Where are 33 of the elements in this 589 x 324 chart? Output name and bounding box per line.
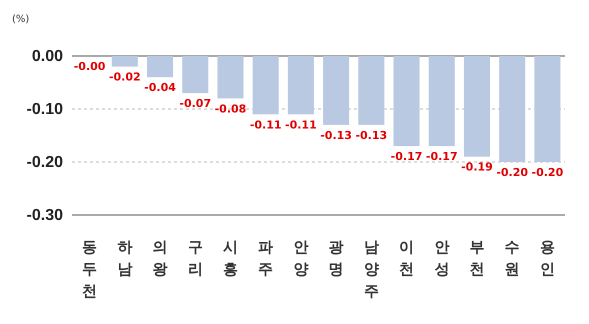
x-tick-label: 안양 bbox=[293, 238, 308, 278]
x-tick-label: 안성 bbox=[434, 238, 450, 278]
data-label: -0.04 bbox=[144, 81, 176, 94]
y-axis-title: (%) bbox=[12, 14, 30, 25]
x-tick-label: 이천 bbox=[399, 238, 414, 278]
x-tick-label: 남양주 bbox=[364, 238, 379, 300]
data-label: -0.17 bbox=[426, 150, 458, 164]
y-tick-label: -0.20 bbox=[26, 154, 64, 172]
x-tick-label: 동두천 bbox=[82, 238, 98, 300]
x-tick-label: 부천 bbox=[469, 238, 484, 278]
x-tick-label: 광명 bbox=[328, 238, 344, 278]
x-tick-label: 수원 bbox=[504, 238, 520, 278]
x-tick-label: 파주 bbox=[258, 238, 274, 278]
x-tick-label: 용인 bbox=[540, 238, 555, 278]
data-label: -0.11 bbox=[250, 118, 282, 132]
y-tick-label: -0.10 bbox=[26, 101, 64, 118]
data-label: -0.19 bbox=[461, 160, 493, 174]
data-label: -0.07 bbox=[179, 97, 212, 110]
x-tick-label: 의왕 bbox=[152, 238, 168, 278]
data-label: -0.17 bbox=[390, 150, 422, 164]
x-tick-label: 하남 bbox=[117, 238, 132, 278]
data-label: -0.02 bbox=[108, 70, 141, 84]
data-label: -0.11 bbox=[285, 118, 317, 132]
data-label: -0.13 bbox=[355, 128, 388, 142]
x-tick-label: 시흥 bbox=[222, 238, 238, 278]
y-tick-label: -0.30 bbox=[26, 207, 64, 224]
data-label: -0.08 bbox=[214, 102, 246, 116]
data-label: -0.13 bbox=[320, 128, 352, 142]
data-label: -0.00 bbox=[74, 60, 106, 73]
data-label: -0.20 bbox=[496, 166, 528, 179]
data-label: -0.20 bbox=[532, 166, 564, 179]
y-tick-label: 0.00 bbox=[32, 48, 64, 66]
x-tick-label: 구리 bbox=[188, 238, 203, 278]
